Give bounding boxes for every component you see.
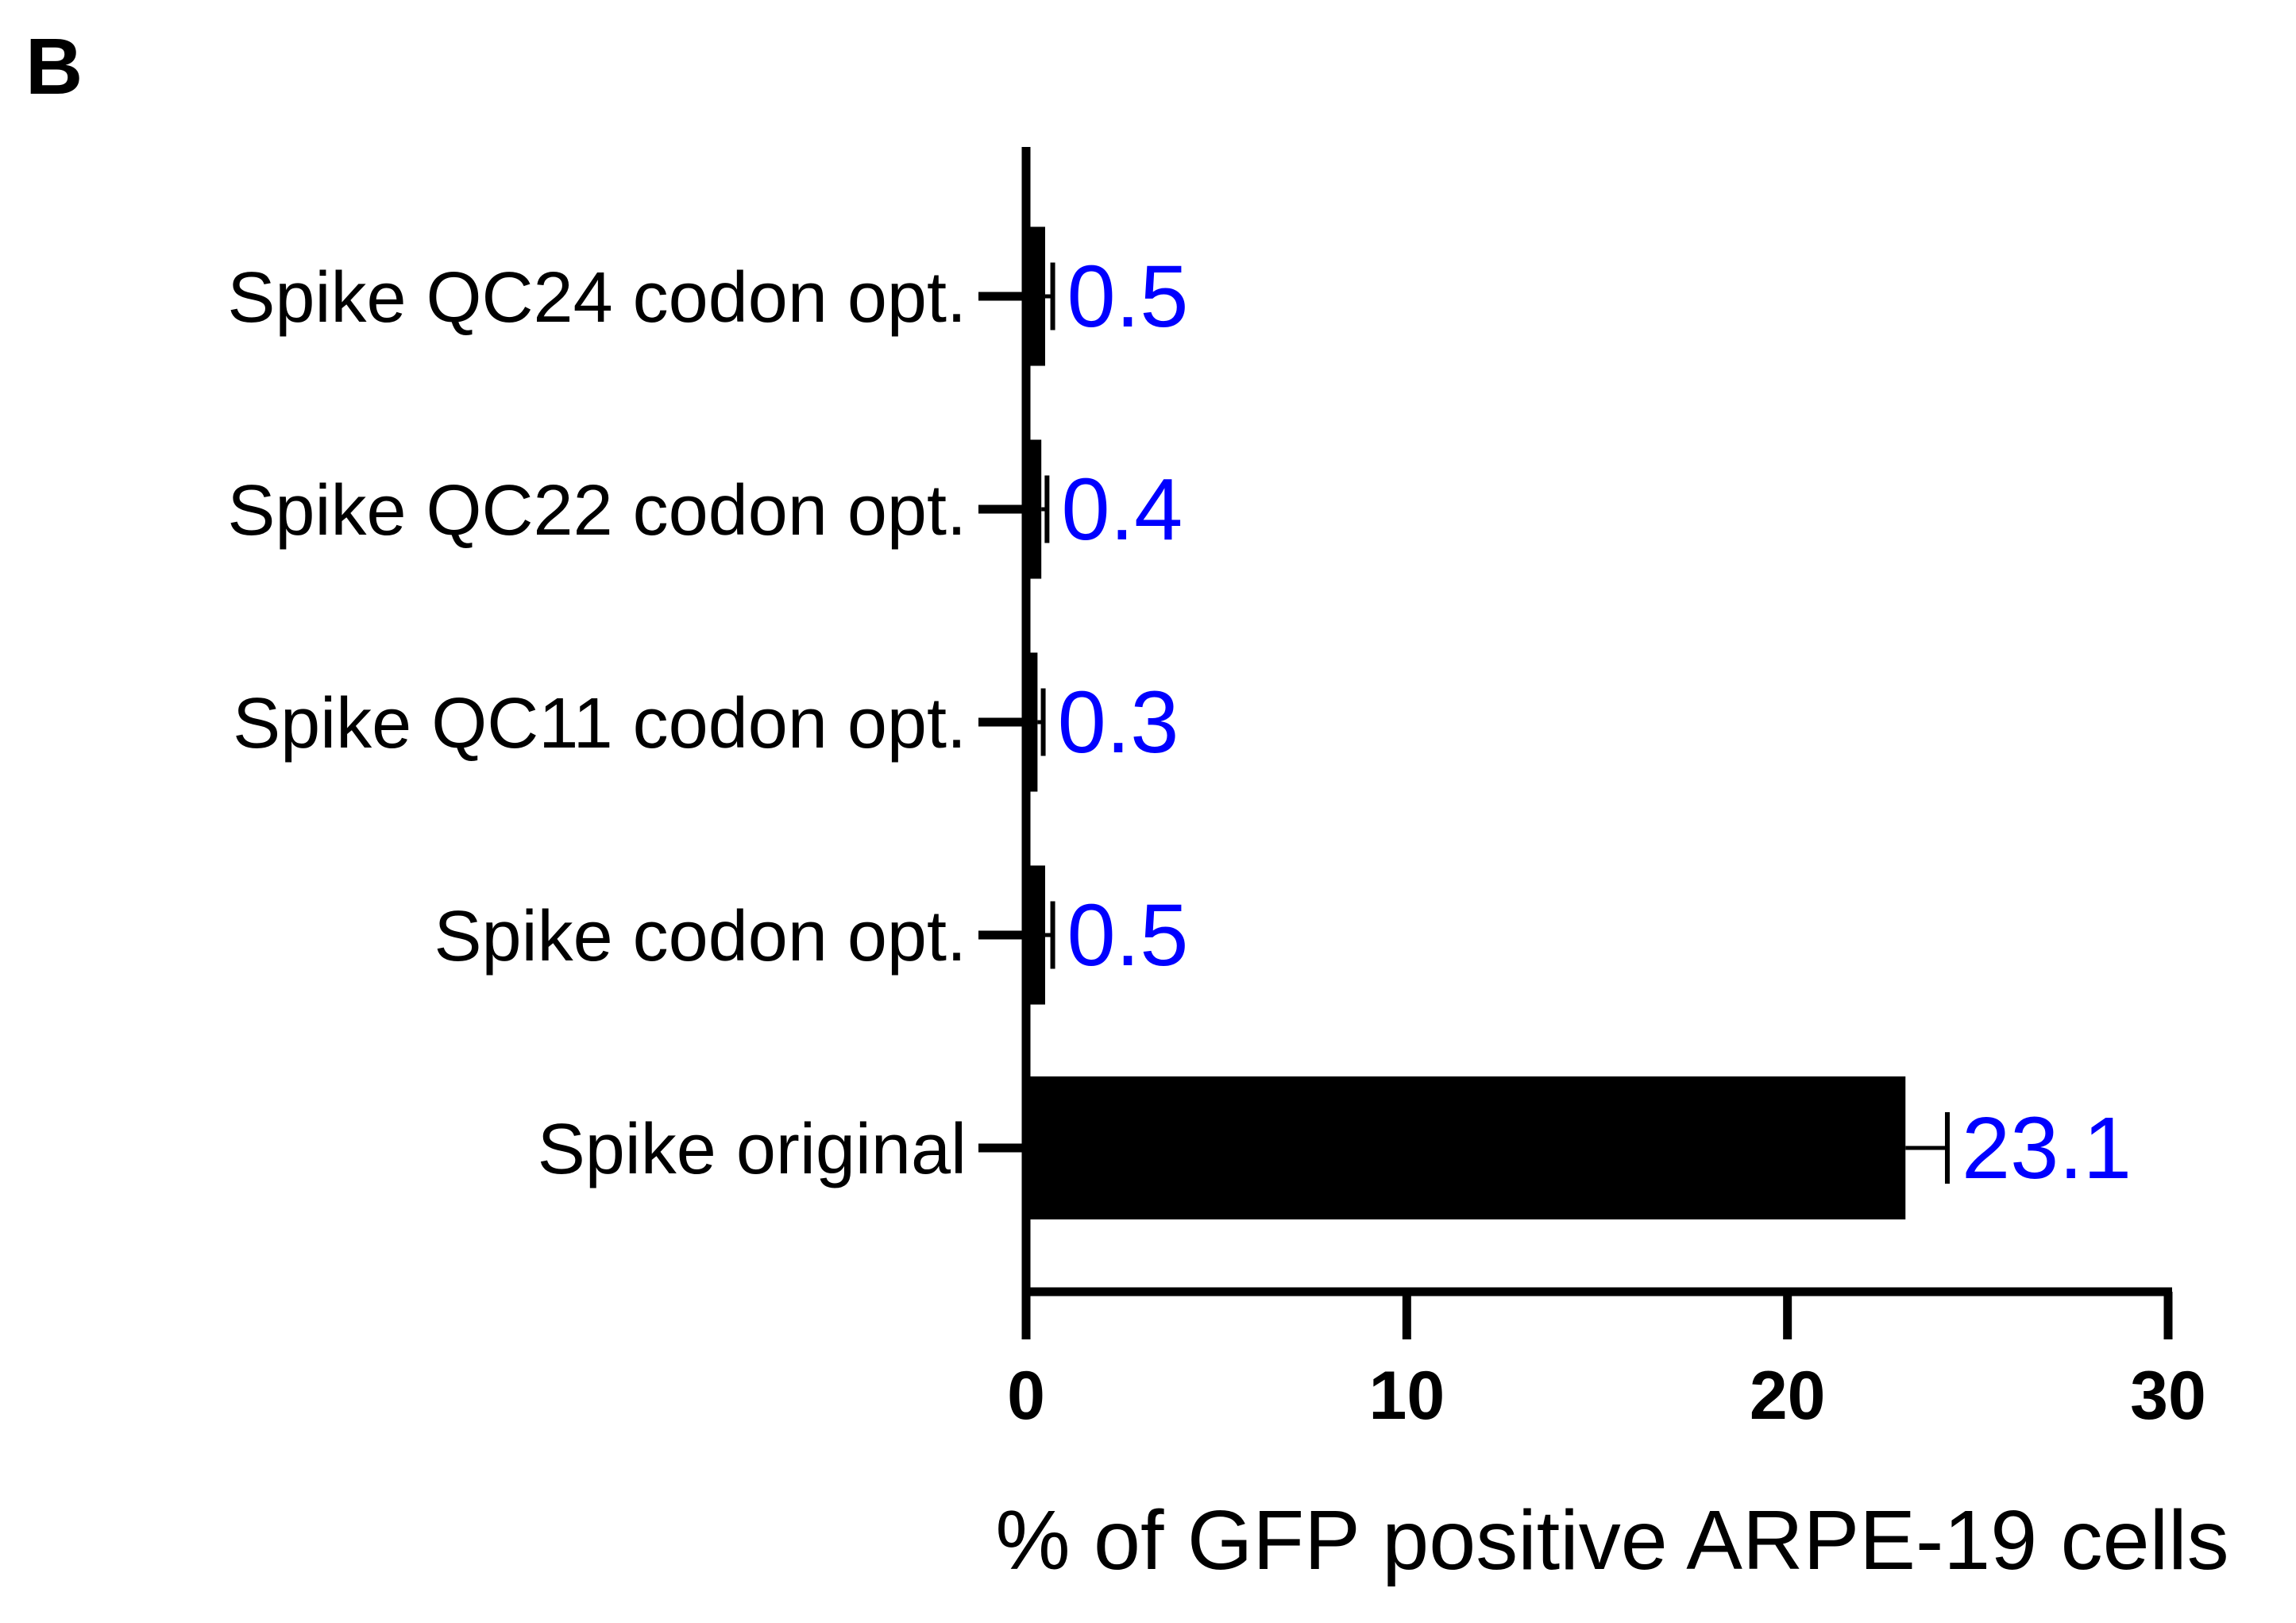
category-label: Spike codon opt. xyxy=(434,897,967,976)
category-label: Spike original xyxy=(538,1110,967,1189)
data-label: 0.3 xyxy=(1058,674,1179,771)
bar xyxy=(1026,865,1045,1005)
category-label: Spike QC11 codon opt. xyxy=(233,684,967,763)
category-label: Spike QC24 codon opt. xyxy=(227,258,967,338)
bar xyxy=(1026,439,1042,579)
panel-label: B xyxy=(25,22,83,111)
data-label: 23.1 xyxy=(1962,1099,2132,1197)
bar xyxy=(1026,652,1038,792)
bar xyxy=(1026,226,1045,366)
x-axis-title: % of GFP positive ARPE-19 cells xyxy=(995,1494,2228,1587)
data-label: 0.5 xyxy=(1067,248,1189,346)
x-tick-label: 30 xyxy=(2130,1358,2206,1434)
plot-area: 0 10 20 30 Spike QC24 codon opt. 0.5 Spike QC2… xyxy=(227,147,2206,1434)
x-tick-label: 0 xyxy=(1007,1358,1045,1434)
data-label: 0.5 xyxy=(1067,887,1189,984)
data-label: 0.4 xyxy=(1061,461,1183,558)
x-tick-label: 20 xyxy=(1750,1358,1826,1434)
category-label: Spike QC22 codon opt. xyxy=(227,471,967,551)
bar xyxy=(1026,1076,1906,1219)
x-tick-label: 10 xyxy=(1368,1358,1445,1434)
